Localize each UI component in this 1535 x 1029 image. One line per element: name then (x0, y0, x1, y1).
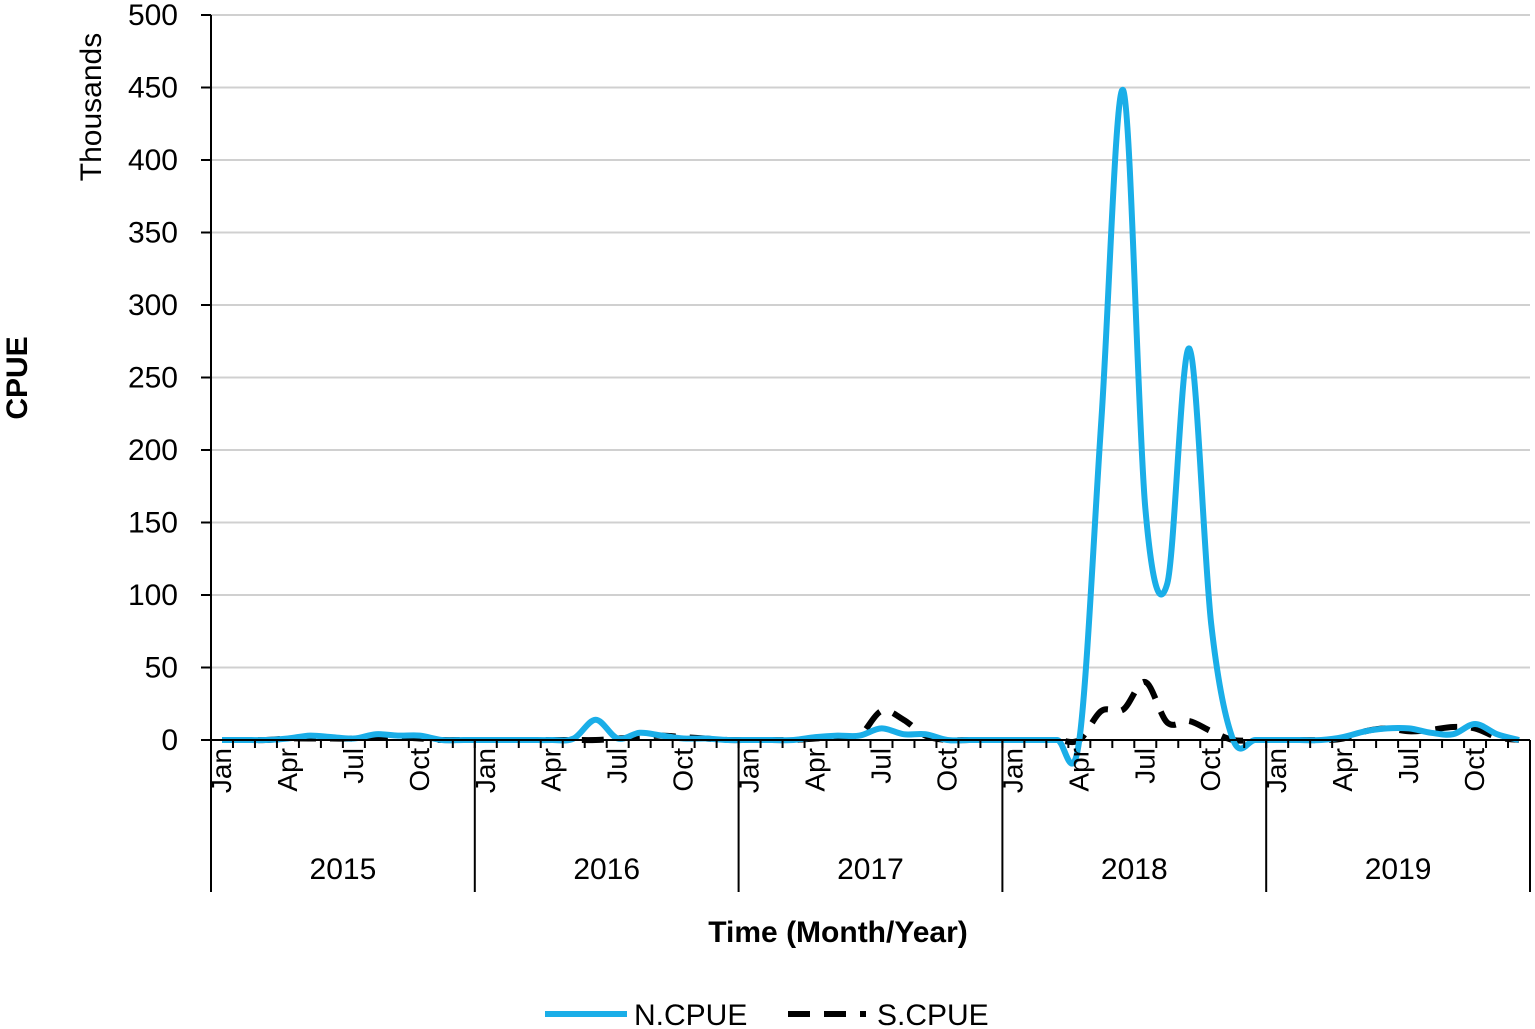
year-label-2015: 2015 (310, 853, 377, 886)
month-label-jul-2019: Jul (1393, 748, 1424, 784)
series-line-n-cpue (221, 87, 1520, 767)
y-tick-label-250: 250 (128, 362, 178, 395)
month-label-jan-2015: Jan (206, 748, 237, 793)
y-tick-label-450: 450 (128, 72, 178, 105)
year-label-2017: 2017 (837, 853, 904, 886)
month-label-jan-2018: Jan (997, 748, 1028, 793)
x-axis-labels: Jan Apr Jul Oct 2015 Jan Apr Jul Oct 2016 Jan Apr Ju… (206, 748, 1490, 886)
y-tick-label-400: 400 (128, 144, 178, 177)
month-label-jan-2019: Jan (1261, 748, 1292, 793)
y-tick-label-50: 50 (145, 652, 178, 685)
month-label-jul-2015: Jul (338, 748, 369, 784)
legend: N.CPUE S.CPUE (545, 999, 989, 1029)
month-label-jan-2016: Jan (470, 748, 501, 793)
month-label-jul-2016: Jul (602, 748, 633, 784)
axes (210, 15, 1531, 892)
y-tick-label-500: 500 (128, 0, 178, 32)
gridlines (201, 14, 1530, 741)
y-tick-label-300: 300 (128, 289, 178, 322)
y-axis-title: CPUE (1, 336, 34, 419)
y-tick-label-200: 200 (128, 434, 178, 467)
month-label-oct-2017: Oct (931, 748, 962, 792)
series-lines (221, 87, 1520, 767)
y-tick-label-0: 0 (161, 724, 178, 757)
month-label-apr-2016: Apr (536, 748, 567, 792)
month-label-apr-2019: Apr (1327, 748, 1358, 792)
month-label-oct-2016: Oct (668, 748, 699, 792)
y-axis-tick-labels: 0 50 100 150 200 250 300 350 400 450 500 (128, 0, 178, 757)
x-axis-title: Time (Month/Year) (708, 916, 967, 949)
month-label-jul-2017: Jul (866, 748, 897, 784)
month-label-apr-2015: Apr (272, 748, 303, 792)
legend-label-s-cpue: S.CPUE (877, 999, 989, 1029)
legend-label-n-cpue: N.CPUE (634, 999, 747, 1029)
month-label-apr-2017: Apr (800, 748, 831, 792)
month-label-jul-2018: Jul (1129, 748, 1160, 784)
year-label-2018: 2018 (1101, 853, 1168, 886)
month-label-oct-2019: Oct (1459, 748, 1490, 792)
y-axis-unit-label: Thousands (75, 33, 108, 181)
year-label-2019: 2019 (1365, 853, 1432, 886)
month-label-oct-2018: Oct (1195, 748, 1226, 792)
month-label-jan-2017: Jan (734, 748, 765, 793)
y-tick-label-150: 150 (128, 507, 178, 540)
year-label-2016: 2016 (573, 853, 640, 886)
month-label-apr-2018: Apr (1063, 748, 1094, 792)
y-tick-label-350: 350 (128, 217, 178, 250)
y-tick-label-100: 100 (128, 579, 178, 612)
month-label-oct-2015: Oct (404, 748, 435, 792)
